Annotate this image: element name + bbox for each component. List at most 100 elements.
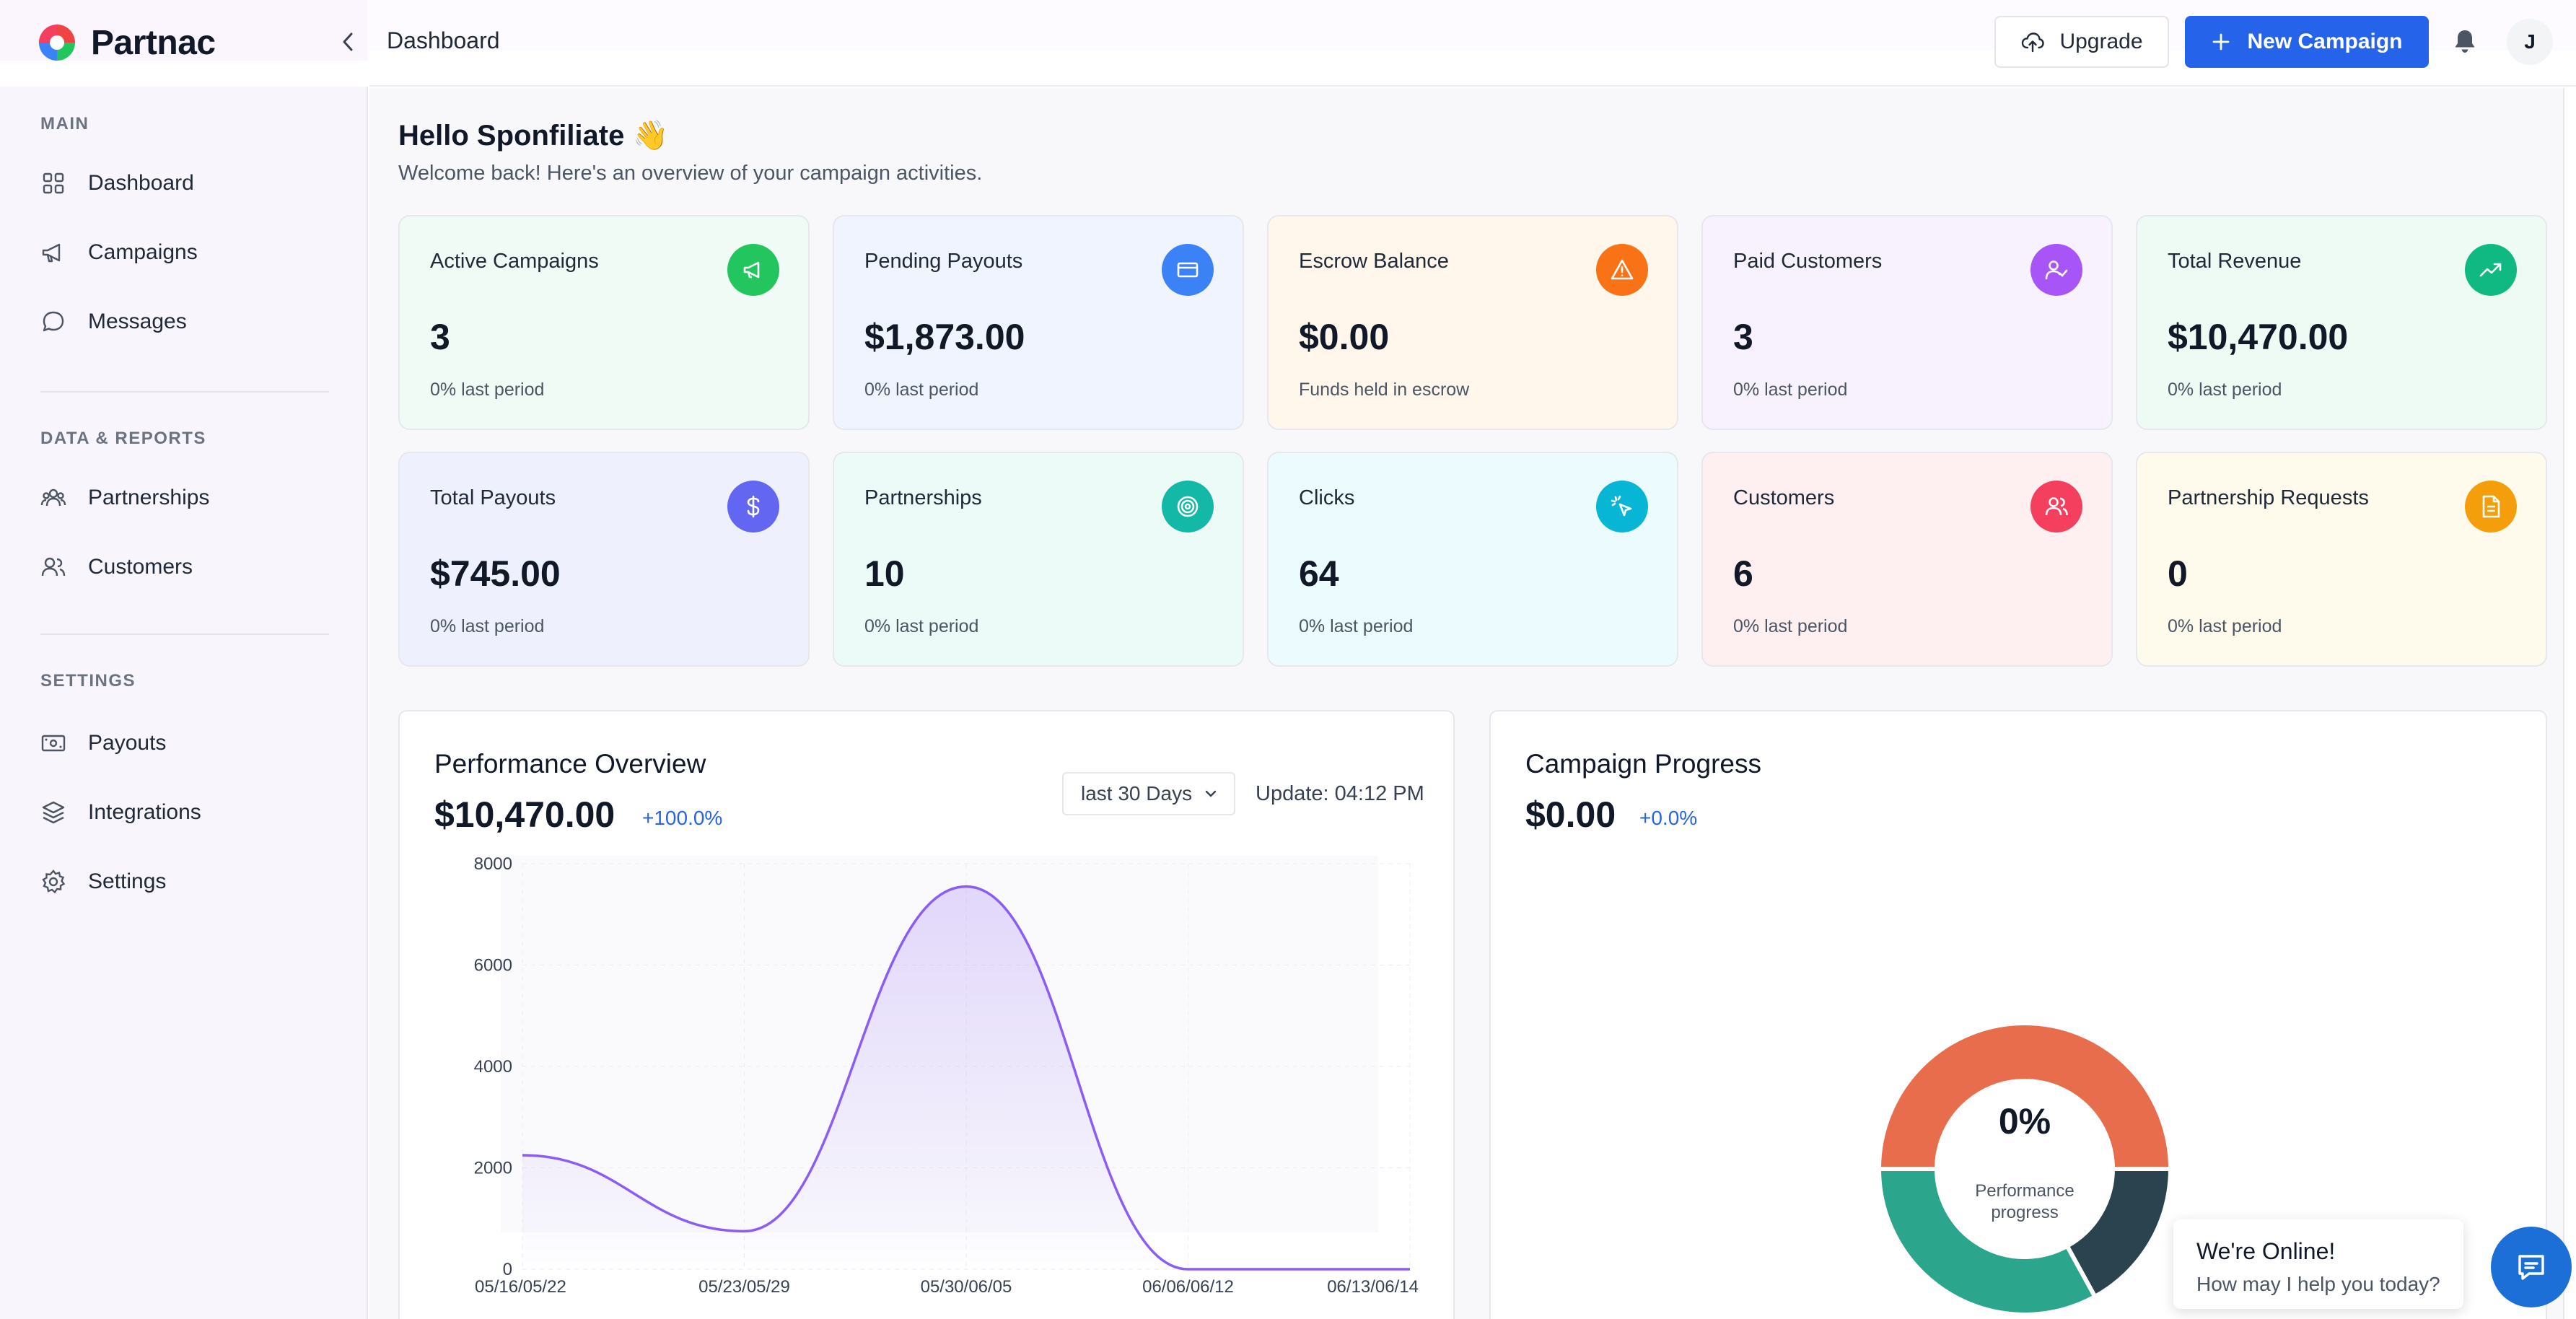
stat-card-escrow-balance[interactable]: Escrow Balance $0.00 Funds held in escro… [1267, 215, 1678, 430]
stat-card-pending-payouts[interactable]: Pending Payouts $1,873.00 0% last period [833, 215, 1244, 430]
avatar[interactable]: J [2507, 19, 2553, 65]
card-value: 64 [1299, 553, 1339, 594]
card-subtext: 0% last period [1733, 616, 1848, 636]
campaign-progress-panel: Campaign Progress $0.00 +0.0% 0% Perform… [1489, 710, 2547, 1319]
sidebar-item-settings[interactable]: Settings [40, 869, 166, 895]
sidebar-item-payouts[interactable]: Payouts [40, 730, 166, 756]
chat-icon [43, 311, 64, 332]
donut-segment-teal[interactable] [1876, 1167, 2098, 1317]
chat-launcher-button[interactable] [2491, 1227, 2572, 1307]
stat-card-total-revenue[interactable]: Total Revenue $10,470.00 0% last period [2136, 215, 2547, 430]
stat-card-clicks[interactable]: Clicks 64 0% last period [1267, 452, 1678, 667]
sidebar-header: Partnac [0, 0, 368, 87]
gear-icon [42, 869, 66, 894]
collapse-sidebar-button[interactable] [336, 29, 359, 55]
card-title: Active Campaigns [430, 250, 599, 273]
donut-segment-orange[interactable] [1876, 1021, 2173, 1171]
card-icon-badge [2465, 244, 2517, 296]
stat-card-paid-customers[interactable]: Paid Customers 3 0% last period [1701, 215, 2113, 430]
chart-area-fill [522, 886, 1410, 1269]
x-tick-label: 06/06/06/12 [1142, 1277, 1234, 1297]
card-subtext: 0% last period [430, 380, 545, 400]
card-subtext: 0% last period [2168, 616, 2282, 636]
sidebar-item-label: Campaigns [88, 240, 198, 264]
sidebar-item-customers[interactable]: Customers [40, 554, 193, 580]
sidebar-item-label: Payouts [88, 731, 167, 755]
last-update-label: Update: 04:12 PM [1256, 782, 1424, 805]
users-icon [41, 557, 66, 577]
card-value: 3 [1733, 317, 1753, 357]
sidebar-item-label: Partnerships [88, 486, 210, 509]
chat-subtitle: How may I help you today? [2196, 1273, 2440, 1295]
bell-icon[interactable] [2450, 27, 2479, 56]
nav-section-main: MAIN [40, 114, 89, 133]
main-content: Hello Sponfiliate 👋 Welcome back! Here's… [369, 88, 2563, 1319]
campaign-progress-delta: +0.0% [1639, 807, 1698, 829]
card-value: 10 [864, 553, 905, 594]
stat-card-partnerships[interactable]: Partnerships 10 0% last period [833, 452, 1244, 667]
card-icon-badge [727, 481, 779, 533]
card-subtext: 0% last period [864, 616, 979, 636]
performance-delta: +100.0% [642, 807, 723, 829]
chat-title: We're Online! [2196, 1238, 2336, 1264]
donut-center-value: 0% [1999, 1101, 2051, 1141]
nav-section-settings: SETTINGS [40, 671, 136, 691]
y-tick-label: 4000 [474, 1057, 512, 1077]
upgrade-button[interactable]: Upgrade [1994, 16, 2169, 68]
card-subtext: 0% last period [1299, 616, 1414, 636]
card-value: 6 [1733, 553, 1753, 594]
new-campaign-label: New Campaign [2247, 30, 2403, 53]
y-tick-label: 6000 [474, 956, 512, 976]
user-check-icon [2045, 260, 2068, 280]
megaphone-icon [743, 261, 760, 279]
x-tick-label: 05/30/06/05 [921, 1277, 1012, 1297]
sidebar-item-label: Customers [88, 555, 193, 579]
pointer-click-icon [1611, 495, 1632, 517]
users-group-icon [40, 488, 66, 507]
scrollbar[interactable] [2563, 88, 2576, 1319]
y-tick-label: 2000 [474, 1159, 512, 1178]
performance-chart: 0 2000 4000 6000 8000 05/16/05/22 05/23/05/29… [474, 854, 1419, 1297]
brand-logo-icon [39, 25, 75, 61]
sidebar-item-dashboard[interactable]: Dashboard [40, 170, 194, 196]
page-title: Dashboard [387, 27, 500, 53]
donut-center-label: progress [1991, 1203, 2058, 1222]
nav-divider [40, 634, 329, 635]
panel-title: Performance Overview [434, 749, 706, 779]
stat-card-total-payouts[interactable]: Total Payouts $745.00 0% last period [398, 452, 810, 667]
sidebar-item-messages[interactable]: Messages [40, 309, 187, 335]
sidebar-item-partnerships[interactable]: Partnerships [40, 485, 209, 511]
date-range-select[interactable]: last 30 Days [1062, 772, 1235, 815]
chart-series-line [522, 885, 1410, 1271]
target-icon [1177, 496, 1199, 517]
grid-icon [43, 172, 64, 194]
brand-name: Partnac [91, 23, 216, 62]
stat-card-partnership-requests[interactable]: Partnership Requests 0 0% last period [2136, 452, 2547, 667]
sidebar-item-label: Messages [88, 310, 187, 333]
card-icon-badge [1596, 481, 1648, 533]
card-value: 0 [2168, 553, 2188, 594]
brand[interactable]: Partnac [36, 22, 216, 63]
date-range-value: last 30 Days [1081, 782, 1193, 805]
card-title: Paid Customers [1733, 250, 1883, 273]
cloud-upload-icon [2022, 32, 2045, 53]
card-icon-badge [1162, 481, 1214, 533]
stat-card-active-campaigns[interactable]: Active Campaigns 3 0% last period [398, 215, 810, 430]
x-tick-label: 05/23/05/29 [698, 1277, 790, 1297]
document-icon [2482, 495, 2500, 518]
new-campaign-button[interactable]: New Campaign [2185, 16, 2429, 68]
sidebar-item-campaigns[interactable]: Campaigns [40, 240, 198, 266]
chat-greeting-bubble[interactable]: We're Online! How may I help you today? [2173, 1219, 2463, 1309]
chat-icon [2518, 1255, 2544, 1280]
card-title: Total Payouts [430, 486, 556, 509]
donut-center-label: Performance [1975, 1181, 2074, 1201]
top-bar: Dashboard Upgrade New Campaign J [369, 0, 2576, 87]
panel-title: Campaign Progress [1525, 749, 1761, 779]
performance-overview-panel: Performance Overview $10,470.00 +100.0% … [398, 710, 1455, 1319]
stat-card-customers[interactable]: Customers 6 0% last period [1701, 452, 2113, 667]
sidebar-item-label: Settings [88, 869, 167, 893]
card-icon-badge [1596, 244, 1648, 296]
sidebar-item-integrations[interactable]: Integrations [40, 799, 201, 825]
card-subtext: Funds held in escrow [1299, 380, 1470, 400]
banknote-icon [41, 735, 66, 752]
